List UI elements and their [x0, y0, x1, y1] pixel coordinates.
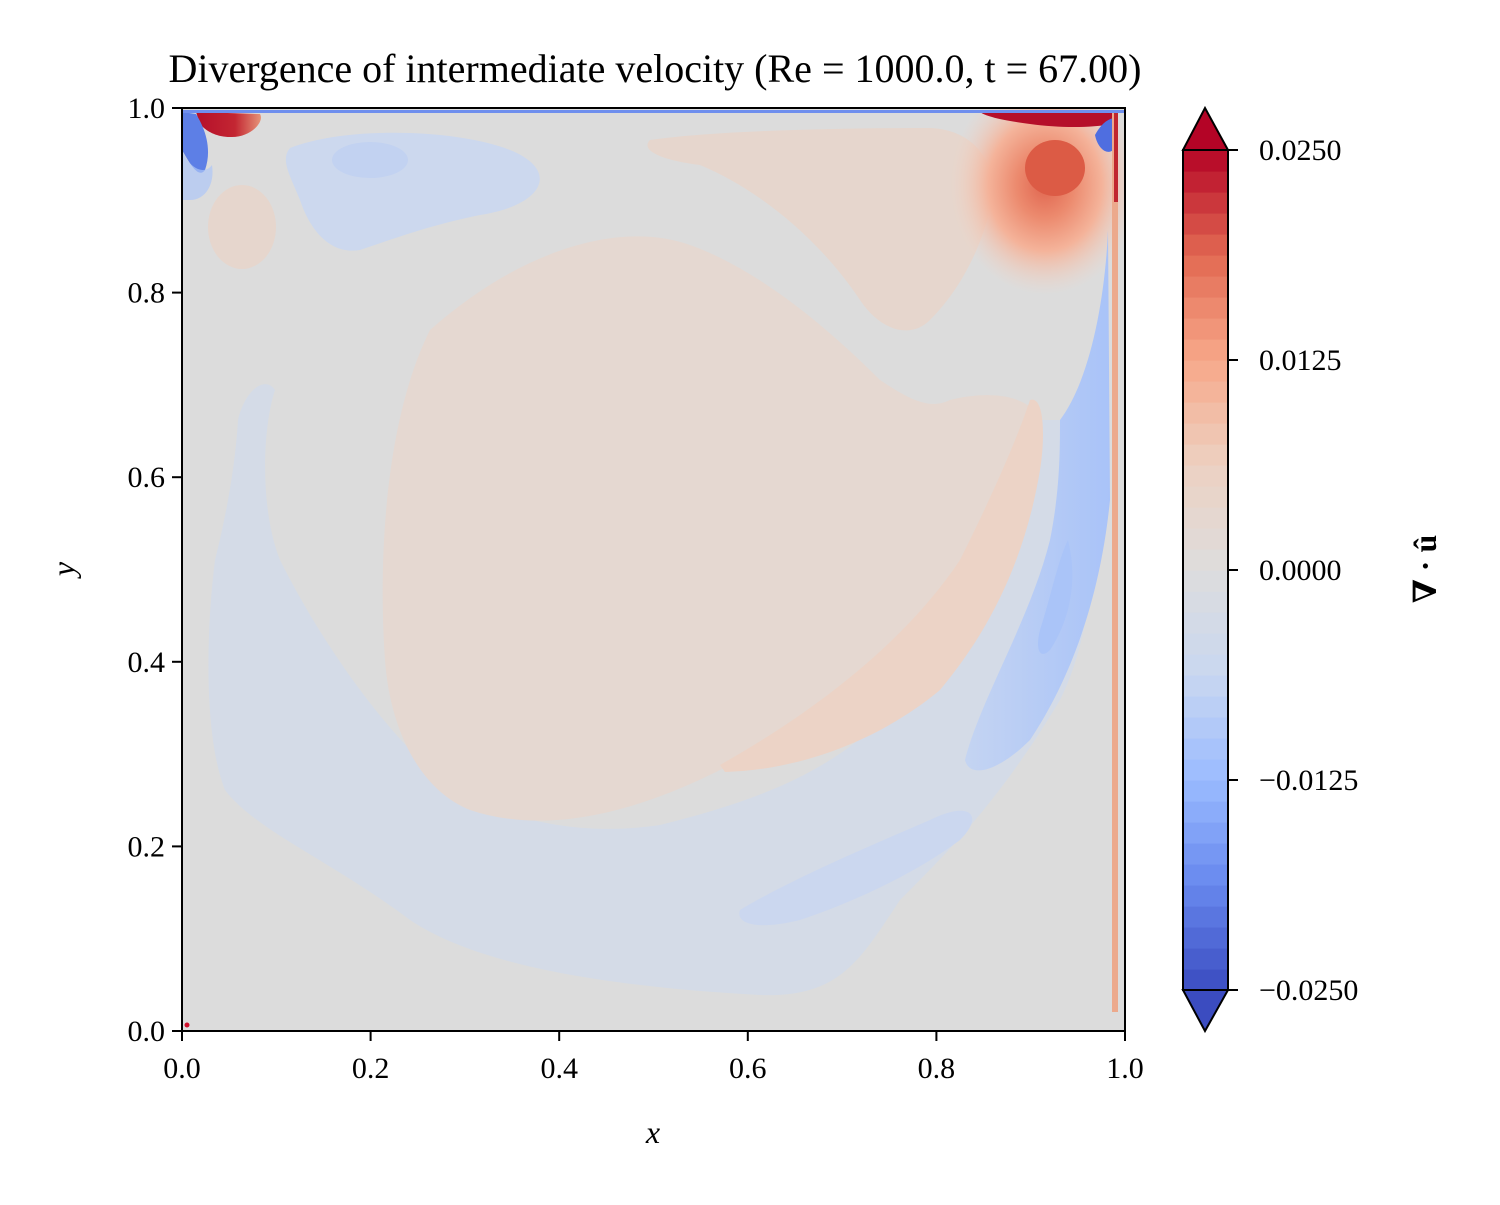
region-bottom-left-spot: [184, 1022, 190, 1028]
colorbar-label: ∇ · û: [1407, 535, 1443, 604]
colorbar-level: [1183, 444, 1228, 466]
y-tick-label: 0.2: [128, 830, 166, 863]
y-axis-ticks: 0.0 0.2 0.4 0.6 0.8 1.0: [128, 92, 182, 1048]
region-top-right-trough: [1095, 118, 1115, 152]
colorbar-tick-label: 0.0125: [1259, 344, 1342, 377]
y-tick-label: 0.4: [128, 646, 166, 679]
region-right-negative-band: [965, 230, 1110, 771]
colorbar-level: [1183, 801, 1228, 823]
region-top-positive-band: [647, 128, 993, 331]
colorbar-level: [1183, 969, 1228, 991]
y-tick-label: 0.6: [128, 461, 166, 494]
x-tick-label: 0.0: [163, 1052, 201, 1085]
colorbar-level: [1183, 822, 1228, 844]
region-top-right-lid-peak: [980, 112, 1112, 127]
colorbar-tick-label: 0.0250: [1259, 134, 1342, 167]
colorbar-level: [1183, 717, 1228, 739]
colorbar-level: [1183, 255, 1228, 277]
colorbar-level: [1183, 654, 1228, 676]
colorbar-level: [1183, 423, 1228, 445]
region-upper-left-eddy-core: [332, 142, 408, 178]
chart-title: Divergence of intermediate velocity (Re …: [169, 46, 1142, 91]
colorbar-tick-label: −0.0250: [1259, 974, 1358, 1007]
region-upper-left-positive-blob: [208, 185, 276, 269]
region-top-left-lid-peak: [196, 112, 261, 138]
colorbar: 0.0250 0.0125 0.0000 −0.0125 −0.0250 ∇ · û: [1181, 105, 1443, 1034]
colorbar-level: [1183, 843, 1228, 865]
colorbar-level: [1183, 549, 1228, 571]
colorbar-level: [1183, 171, 1228, 193]
y-tick-label: 1.0: [128, 92, 166, 125]
y-axis-label: y: [45, 561, 81, 579]
colorbar-level: [1183, 675, 1228, 697]
colorbar-level: [1183, 759, 1228, 781]
colorbar-level: [1183, 402, 1228, 424]
region-right-positive-band: [720, 399, 1043, 772]
colorbar-level: [1183, 780, 1228, 802]
region-top-left-trough-halo: [182, 150, 213, 200]
colorbar-ticks: 0.0250 0.0125 0.0000 −0.0125 −0.0250: [1228, 134, 1358, 1007]
colorbar-level: [1183, 528, 1228, 550]
colorbar-level: [1183, 696, 1228, 718]
colorbar-level: [1183, 192, 1228, 214]
colorbar-level: [1183, 297, 1228, 319]
x-tick-label: 0.2: [352, 1052, 390, 1085]
colorbar-level: [1183, 465, 1228, 487]
colorbar-tick-label: 0.0000: [1259, 554, 1342, 587]
colorbar-level: [1183, 213, 1228, 235]
colorbar-level: [1183, 234, 1228, 256]
region-right-wall-peak: [1114, 112, 1118, 202]
colorbar-level: [1183, 927, 1228, 949]
colorbar-level: [1183, 318, 1228, 340]
colorbar-level: [1183, 276, 1228, 298]
x-tick-label: 0.8: [918, 1052, 956, 1085]
x-tick-label: 0.4: [540, 1052, 578, 1085]
colorbar-level: [1183, 591, 1228, 613]
colorbar-level: [1183, 864, 1228, 886]
x-axis-label: x: [645, 1114, 660, 1150]
colorbar-extend-min: [1181, 989, 1230, 1034]
colorbar-level: [1183, 507, 1228, 529]
colorbar-levels: [1183, 150, 1228, 991]
colorbar-level: [1183, 360, 1228, 382]
colorbar-level: [1183, 339, 1228, 361]
contour-field: [182, 108, 1125, 1031]
colorbar-level: [1183, 738, 1228, 760]
plot-frame: [181, 107, 1126, 1032]
region-right-wall-positive: [1112, 112, 1118, 1012]
colorbar-level: [1183, 486, 1228, 508]
region-right-negative-core: [1038, 540, 1073, 654]
colorbar-level: [1183, 906, 1228, 928]
region-lower-negative-ring: [208, 384, 1094, 996]
colorbar-level: [1183, 633, 1228, 655]
colorbar-level: [1183, 612, 1228, 634]
colorbar-tick-label: −0.0125: [1259, 764, 1358, 797]
colorbar-level: [1183, 885, 1228, 907]
colorbar-level: [1183, 381, 1228, 403]
colorbar-extend-max: [1181, 105, 1230, 151]
y-tick-label: 0.8: [128, 277, 166, 310]
x-tick-label: 1.0: [1106, 1052, 1144, 1085]
region-lower-right-negative-lobe: [739, 810, 973, 926]
region-lid-edge: [182, 110, 1125, 113]
colorbar-level: [1183, 570, 1228, 592]
region-top-left-trough: [182, 112, 209, 173]
y-tick-label: 0.0: [128, 1015, 166, 1048]
colorbar-level: [1183, 150, 1228, 172]
region-top-right-peak: [1025, 140, 1085, 196]
x-tick-label: 0.6: [729, 1052, 767, 1085]
colorbar-level: [1183, 948, 1228, 970]
x-axis-ticks: 0.0 0.2 0.4 0.6 0.8 1.0: [163, 1031, 1144, 1085]
